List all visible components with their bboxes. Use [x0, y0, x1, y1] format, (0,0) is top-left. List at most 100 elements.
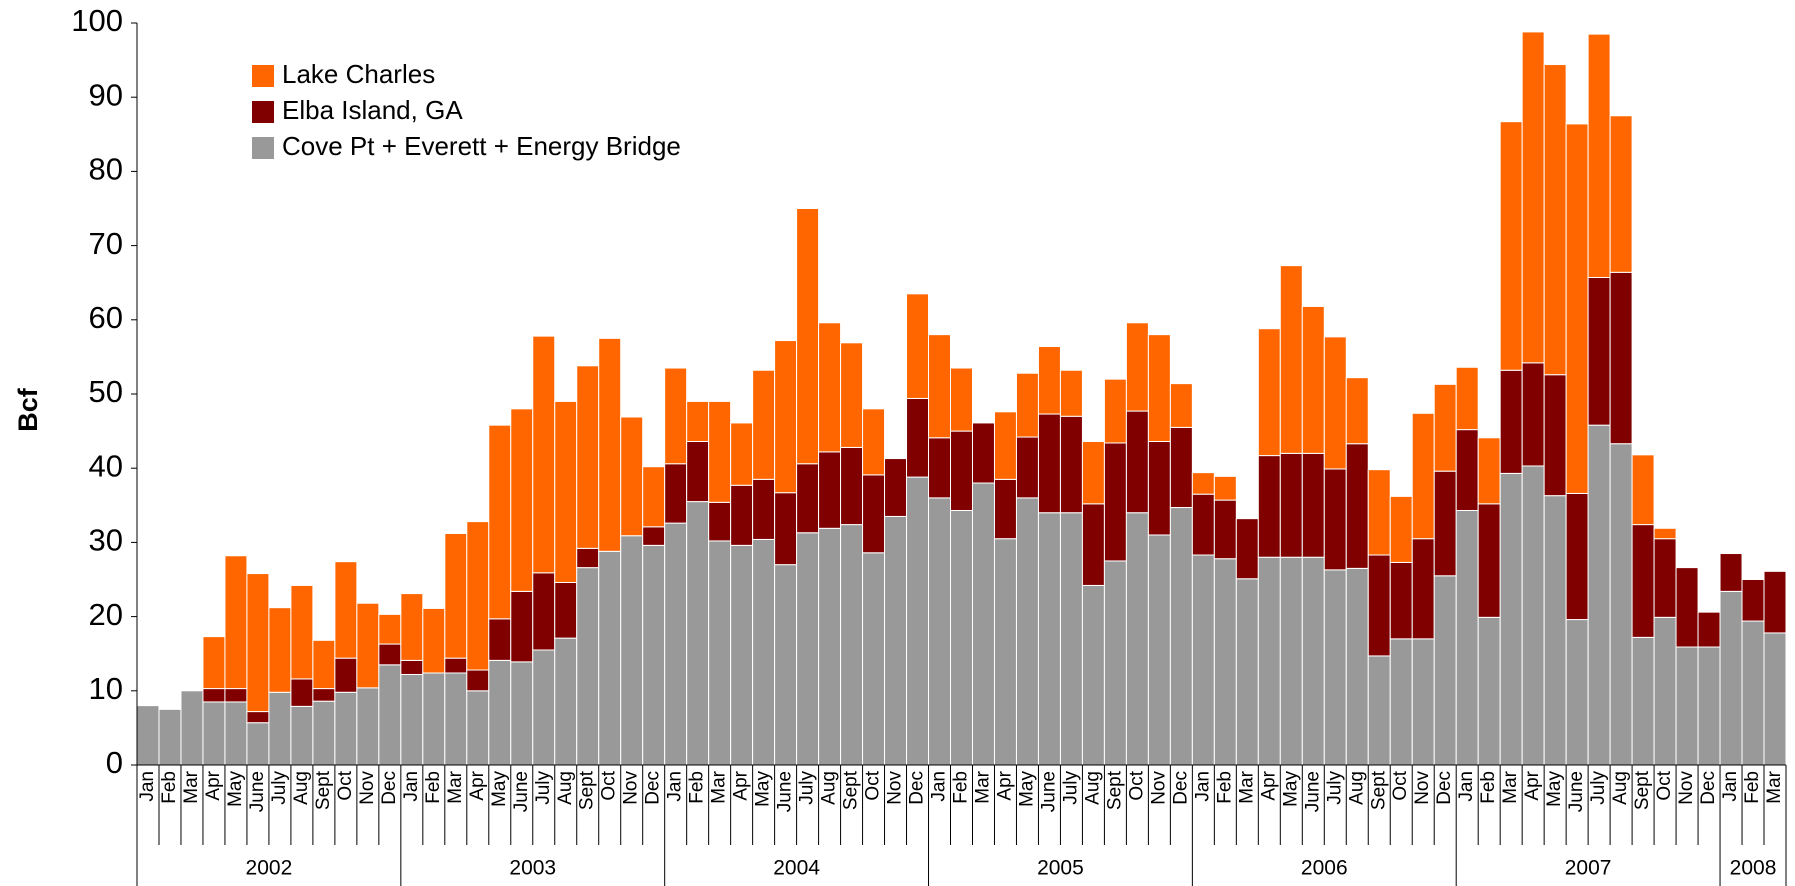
x-tick-label: May [1016, 771, 1037, 807]
bar-segment [1521, 31, 1545, 364]
bar-segment [1609, 115, 1633, 273]
bar-segment [1631, 454, 1655, 526]
x-tick-label: Mar [181, 770, 202, 803]
bar-segment [840, 524, 864, 766]
bar-segment [158, 708, 182, 766]
y-tick-label: 80 [89, 152, 123, 187]
x-tick-label: Dec [1170, 771, 1191, 805]
bar-segment [1631, 636, 1655, 766]
bar-segment [1741, 620, 1765, 766]
bar-segment [312, 700, 336, 766]
bar-segment [334, 657, 358, 693]
x-tick-label: Feb [1214, 771, 1235, 804]
bar-segment [312, 639, 336, 690]
bar-segment [202, 688, 226, 703]
bar-segment [532, 649, 556, 766]
y-tick-label: 50 [89, 374, 123, 409]
y-tick-label: 20 [89, 597, 123, 632]
bar-segment [642, 466, 666, 528]
bar-segment [1213, 499, 1237, 560]
x-tick-label: Mar [1236, 770, 1257, 803]
bar-segment [576, 547, 600, 569]
bar-segment [1081, 503, 1105, 586]
x-tick-label: Sept [577, 770, 598, 810]
x-tick-label: May [225, 771, 246, 807]
bar-segment [334, 561, 358, 659]
bar-segment [466, 669, 490, 692]
bar-segment [1631, 524, 1655, 638]
bar-segment [1741, 579, 1765, 622]
x-tick-label: Nov [1412, 771, 1433, 805]
bar-segment [136, 705, 160, 766]
bar-segment [224, 701, 248, 766]
legend-label: Elba Island, GA [282, 95, 463, 125]
x-tick-label: May [1280, 771, 1301, 807]
bar-segment [1763, 632, 1787, 766]
bar-segment [950, 367, 973, 432]
bar-segment [1389, 561, 1413, 640]
bar-segment [1587, 33, 1611, 279]
bar-segment [752, 478, 776, 540]
bar-segment [554, 637, 578, 766]
bar-segment [1653, 616, 1677, 766]
x-tick-label: Apr [203, 770, 224, 800]
x-tick-label: July [797, 771, 818, 805]
bar-segment [1323, 569, 1347, 766]
year-label: 2005 [1037, 857, 1084, 880]
bar-segment [796, 463, 820, 534]
bar-segment [1345, 567, 1369, 766]
x-tick-label: June [1566, 771, 1587, 812]
x-tick-label: July [269, 771, 290, 805]
bar-segment [1499, 472, 1523, 766]
y-tick-label: 90 [89, 77, 123, 112]
bar-segment [510, 590, 534, 663]
x-tick-label: Dec [907, 771, 928, 805]
bar-segment [1147, 334, 1171, 442]
bar-segment [1411, 538, 1435, 640]
bar-segment [598, 337, 622, 552]
bar-segment [1521, 465, 1545, 766]
bar-segment [1653, 538, 1677, 618]
bar-segment [1411, 638, 1435, 766]
x-tick-label: July [1588, 771, 1609, 805]
bar-segment [1389, 638, 1413, 766]
bar-segment [488, 424, 512, 620]
bar-segment [400, 659, 424, 675]
x-tick-label: Aug [1610, 771, 1631, 805]
legend-label: Cove Pt + Everett + Energy Bridge [282, 131, 681, 161]
x-tick-label: Oct [1126, 770, 1147, 800]
x-tick-label: Oct [599, 770, 620, 800]
bar-segment [1367, 469, 1391, 556]
x-tick-label: Mar [1764, 770, 1785, 803]
bar-segment [1169, 507, 1193, 766]
bar-segment [576, 567, 600, 766]
bar-segment [334, 691, 358, 766]
bar-segment [1147, 534, 1171, 766]
legend-label: Lake Charles [282, 59, 435, 89]
bar-segment [1433, 383, 1457, 472]
bar-segment [686, 400, 710, 442]
bar-segment [1147, 440, 1171, 536]
bar-segment [818, 527, 842, 766]
bar-segment [180, 690, 204, 766]
bar-segment [774, 492, 798, 566]
x-tick-label: Sept [841, 770, 862, 810]
bar-segment [993, 478, 1017, 540]
bar-segment [1235, 518, 1259, 580]
x-tick-label: Sept [1632, 770, 1653, 810]
bar-segment [356, 687, 380, 766]
bar-segment [1543, 495, 1567, 766]
bar-segment [444, 532, 468, 659]
bar-segment [642, 544, 666, 766]
x-tick-label: May [1544, 771, 1565, 807]
bar-segment [1059, 415, 1083, 514]
bar-segment [268, 607, 292, 693]
bar-segment [1191, 554, 1215, 766]
year-label: 2006 [1301, 857, 1348, 880]
bar-segment [202, 636, 226, 690]
year-label: 2002 [246, 857, 293, 880]
bar-segment [1235, 578, 1259, 766]
bar-segment [884, 458, 908, 517]
bar-segment [1565, 619, 1589, 766]
x-tick-label: Jan [137, 771, 158, 802]
